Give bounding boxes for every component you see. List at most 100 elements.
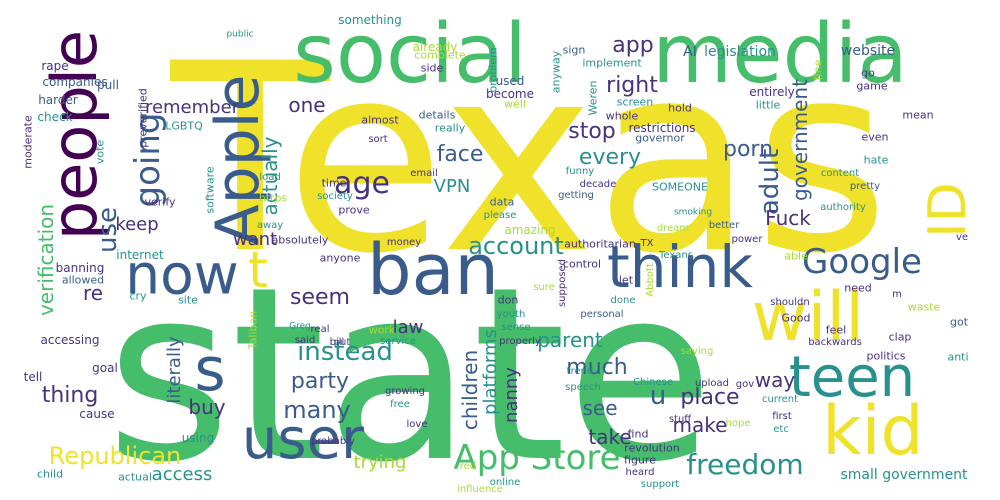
word-nanny: nanny <box>501 367 522 423</box>
word-app-store: App Store <box>453 438 621 478</box>
word-real: real <box>310 324 330 335</box>
word-details: details <box>418 108 456 122</box>
word-vpn: VPN <box>433 176 471 197</box>
word-data: data <box>489 195 515 209</box>
word-find: find <box>627 427 649 441</box>
word-taliban: Taliban <box>246 310 260 350</box>
word-go: go <box>861 66 875 80</box>
word-texans: Texans <box>659 250 693 261</box>
word-state: state <box>106 235 714 500</box>
word-allowed: allowed <box>61 273 105 287</box>
word-good: Good <box>781 311 811 325</box>
word-user: user <box>241 407 365 472</box>
word-literally: literally <box>164 336 185 404</box>
word-mean: mean <box>902 108 934 122</box>
word-keep: keep <box>115 214 159 235</box>
word-harder: harder <box>38 93 78 107</box>
word-weren: Weren <box>586 80 600 116</box>
word-well: well <box>504 97 526 111</box>
word-saying: saying <box>680 346 714 357</box>
word-face: face <box>436 142 484 167</box>
word-supposed: supposed <box>557 258 568 308</box>
word-account: account <box>468 232 564 260</box>
word-something: something <box>338 13 402 27</box>
word-complete: complete <box>414 48 466 62</box>
word-support: support <box>640 479 680 490</box>
word-internet: internet <box>116 248 164 262</box>
word-whole: whole <box>605 109 639 123</box>
word-place: place <box>680 385 740 410</box>
word-preverified: preverified <box>136 88 150 148</box>
word-control: control <box>562 257 602 271</box>
word-moderate: moderate <box>21 115 35 169</box>
word-gov: gov <box>735 379 755 390</box>
word-fuck: Fuck <box>765 206 811 230</box>
word-google: Google <box>802 242 922 282</box>
word-id: ID <box>918 182 978 238</box>
word-dream: dream <box>656 223 690 234</box>
word-accessing: accessing <box>40 333 100 347</box>
word-shouldn: shouldn <box>770 297 810 308</box>
word-entirely: entirely <box>749 85 795 99</box>
word-need: need <box>844 281 872 295</box>
word-implement: implement <box>582 56 642 70</box>
word-sign: sign <box>562 43 586 57</box>
word-cause: cause <box>79 407 115 421</box>
word-probably: probably <box>311 436 355 447</box>
word-teen: teen <box>788 345 916 410</box>
word-banning: banning <box>55 261 105 275</box>
word-software: software <box>203 166 217 214</box>
word-stop: stop <box>568 119 616 144</box>
word-even: even <box>861 130 889 144</box>
word-platforms: platforms <box>480 329 501 415</box>
word-check: check <box>37 110 73 124</box>
word-right: right <box>606 73 658 98</box>
word-red: red <box>459 461 477 472</box>
word-better: better <box>708 220 740 231</box>
word-please: please <box>483 210 517 221</box>
word-said: said <box>294 335 316 346</box>
word-cry: cry <box>129 289 147 303</box>
word-hope: hope <box>725 418 751 429</box>
word-influence: influence <box>457 484 503 495</box>
word-growing: growing <box>385 386 425 397</box>
word-instead: instead <box>297 337 393 367</box>
word-almost: almost <box>361 113 399 127</box>
word-take: take <box>588 425 632 449</box>
word-authoritarian: authoritarian <box>564 237 636 251</box>
word-app: app <box>612 33 654 58</box>
word-actual: actual <box>118 470 152 484</box>
word-access: access <box>151 464 213 485</box>
word-remember: remember <box>144 97 240 118</box>
word-hold: hold <box>668 101 692 115</box>
word-porn: porn <box>722 137 774 162</box>
word-restrictions: restrictions <box>628 121 696 135</box>
word-t: t <box>248 241 268 299</box>
word-waste: waste <box>907 300 941 314</box>
word-see: see <box>582 396 618 420</box>
word-want: want <box>232 229 278 250</box>
word-free: free <box>390 399 410 410</box>
word-youth: youth <box>496 309 526 320</box>
word-let: let <box>618 273 634 287</box>
word-child: child <box>36 467 64 481</box>
word-hate: hate <box>863 153 889 167</box>
word-rape: rape <box>41 59 69 73</box>
word-game: game <box>856 79 888 93</box>
word-stuff: stuff <box>668 414 692 425</box>
word-trend: trend <box>566 366 594 377</box>
word-personal: personal <box>580 309 624 320</box>
word-sort: sort <box>368 134 388 145</box>
word-work: work <box>368 323 396 337</box>
word-anti: anti <box>947 350 969 364</box>
word-s: s <box>194 335 226 405</box>
word-legislation: legislation <box>704 44 776 60</box>
word-email: email <box>410 168 438 179</box>
word-media: media <box>652 7 908 102</box>
word-law: law <box>392 317 424 338</box>
word-much: much <box>566 355 628 380</box>
word-side: side <box>420 61 444 75</box>
word-lgbtq: LGBTQ <box>165 119 203 133</box>
word-chinese: Chinese <box>633 377 673 388</box>
